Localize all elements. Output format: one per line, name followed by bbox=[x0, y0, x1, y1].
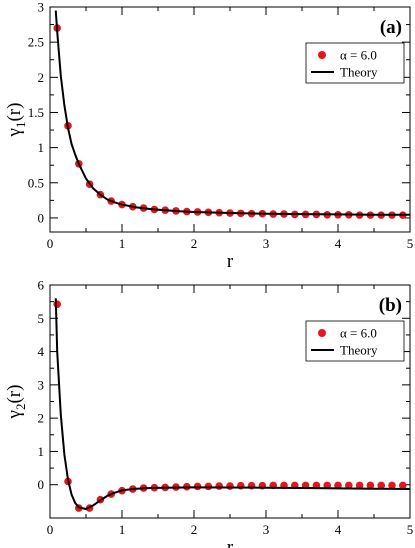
panel-label: (b) bbox=[379, 295, 402, 316]
legend-label-theory: Theory bbox=[340, 65, 378, 80]
y-axis-label: γ1(r) bbox=[4, 103, 28, 138]
y-tick-label: 2 bbox=[38, 411, 45, 426]
x-axis-label: r bbox=[227, 537, 234, 548]
x-axis-label: r bbox=[227, 251, 234, 272]
y-tick-label: 1.5 bbox=[28, 105, 44, 120]
data-point bbox=[193, 482, 202, 491]
y-tick-label: 2 bbox=[38, 70, 45, 85]
x-tick-label: 0 bbox=[47, 236, 54, 251]
chart-panel-1: 0 1 2 3 4 5 0 0.5 1 1.5 2 2.5 3 r γ1(r) (a)α = 6.0 Theor… bbox=[4, 0, 413, 272]
theory-line bbox=[54, 298, 410, 511]
y-tick-label: 4 bbox=[38, 344, 45, 359]
y-axis-label: γ2(r) bbox=[4, 385, 28, 420]
x-tick-label: 2 bbox=[191, 236, 198, 251]
x-tick-label: 2 bbox=[191, 522, 198, 537]
data-point bbox=[366, 481, 375, 490]
data-point bbox=[399, 481, 407, 490]
data-point bbox=[345, 481, 353, 490]
data-point bbox=[334, 481, 342, 490]
x-tick-label: 5 bbox=[407, 236, 414, 251]
data-point bbox=[355, 481, 364, 490]
data-point bbox=[204, 482, 213, 491]
legend-box bbox=[305, 320, 405, 362]
legend-label-theory: Theory bbox=[340, 343, 378, 358]
chart-panel-2: 0 1 2 3 4 5 0 1 2 3 4 5 6 r γ2(r) (b)α = 6.0 Theory bbox=[4, 278, 413, 548]
x-tick-label: 1 bbox=[119, 522, 126, 537]
x-tick-label: 0 bbox=[47, 522, 54, 537]
y-tick-label: 3 bbox=[38, 0, 45, 15]
x-tick-label: 4 bbox=[335, 522, 342, 537]
data-point bbox=[53, 300, 61, 309]
legend-marker-points bbox=[318, 51, 326, 59]
y-tick-label: 0 bbox=[38, 210, 45, 225]
data-layer bbox=[53, 10, 410, 219]
data-point bbox=[377, 481, 386, 490]
y-tick-label: 1 bbox=[38, 444, 45, 459]
y-tick-label: 6 bbox=[38, 278, 45, 293]
data-point bbox=[388, 481, 396, 490]
legend-label-points: α = 6.0 bbox=[340, 326, 377, 341]
x-tick-label: 3 bbox=[263, 236, 270, 251]
theory-line bbox=[54, 10, 410, 216]
panel-label: (a) bbox=[380, 17, 402, 38]
x-tick-label: 4 bbox=[335, 236, 342, 251]
y-tick-label: 0.5 bbox=[28, 175, 44, 190]
data-point bbox=[226, 482, 234, 490]
data-layer bbox=[53, 298, 410, 512]
y-tick-label: 3 bbox=[38, 377, 45, 392]
y-tick-label: 2.5 bbox=[28, 35, 44, 50]
legend-marker-points bbox=[318, 329, 326, 337]
y-tick-label: 1 bbox=[38, 140, 45, 155]
legend-box bbox=[305, 42, 405, 84]
legend: α = 6.0 Theory bbox=[305, 42, 405, 84]
data-point bbox=[215, 482, 223, 490]
y-tick-label: 0 bbox=[38, 477, 45, 492]
x-tick-label: 5 bbox=[407, 522, 414, 537]
y-tick-label: 5 bbox=[38, 311, 45, 326]
x-tick-label: 1 bbox=[119, 236, 126, 251]
legend-label-points: α = 6.0 bbox=[340, 48, 377, 63]
legend: α = 6.0 Theory bbox=[305, 320, 405, 362]
x-tick-label: 3 bbox=[263, 522, 270, 537]
